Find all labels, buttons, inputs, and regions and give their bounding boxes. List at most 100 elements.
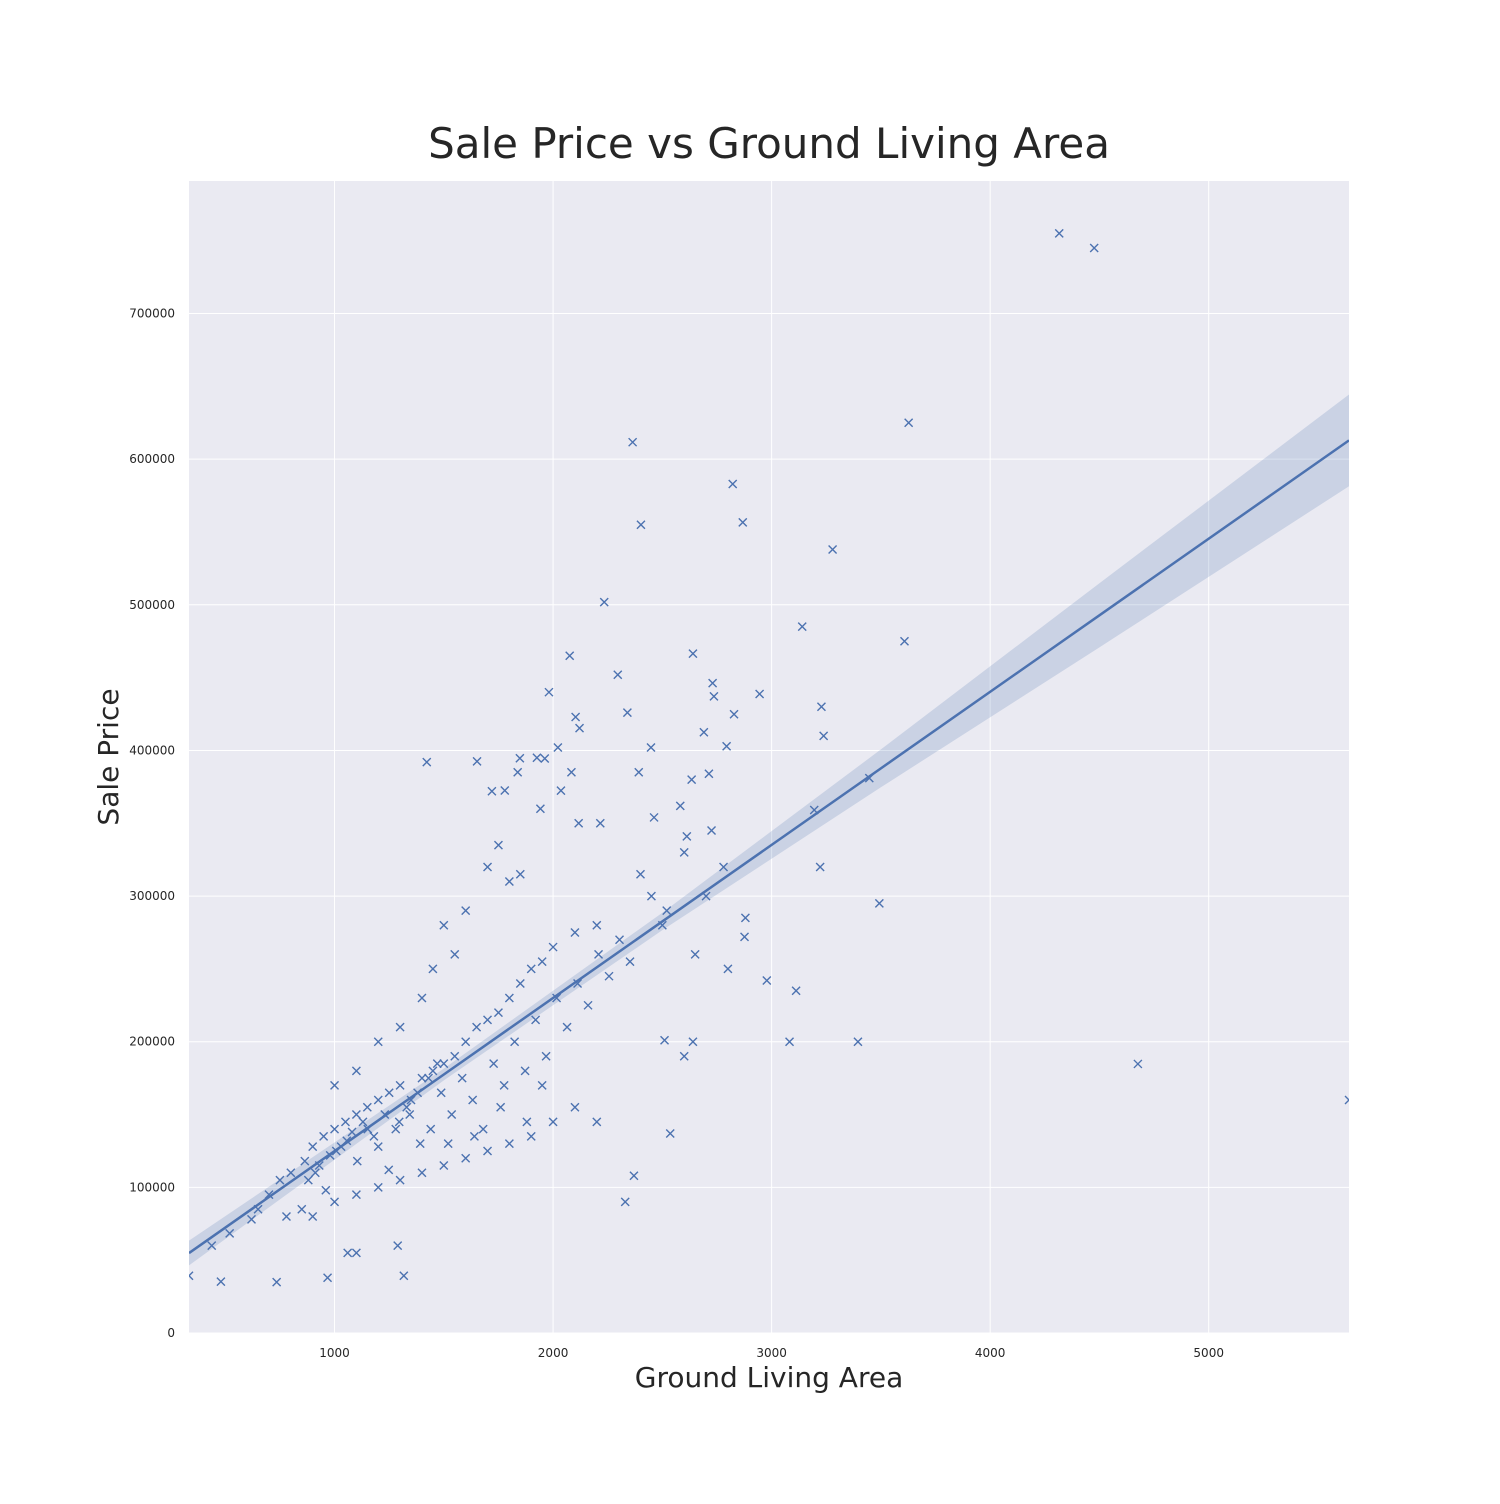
point: [351, 1190, 361, 1200]
point: [450, 1051, 460, 1061]
point: [432, 1059, 442, 1069]
point: [308, 1142, 318, 1152]
point: [330, 1080, 340, 1090]
point: [323, 1273, 333, 1283]
point: [613, 670, 623, 680]
point: [428, 1066, 438, 1076]
point: [785, 1037, 795, 1047]
point: [594, 949, 604, 959]
point: [646, 891, 656, 901]
point: [406, 1095, 416, 1105]
point: [791, 986, 801, 996]
point: [496, 1102, 506, 1112]
point: [272, 1277, 282, 1287]
point: [522, 1117, 532, 1127]
point: [504, 877, 514, 887]
point: [570, 927, 580, 937]
point: [899, 636, 909, 646]
y-tick-label: 600000: [129, 452, 175, 466]
point: [487, 786, 497, 796]
point: [762, 976, 772, 986]
marks: [189, 228, 1349, 1287]
point: [395, 1022, 405, 1032]
point: [472, 1022, 482, 1032]
point: [515, 753, 525, 763]
point: [373, 1095, 383, 1105]
point: [439, 920, 449, 930]
point: [510, 1037, 520, 1047]
point: [310, 1168, 320, 1178]
point: [636, 520, 646, 530]
point: [395, 1080, 405, 1090]
point: [308, 1211, 318, 1221]
point: [393, 1241, 403, 1251]
y-tick-label: 200000: [129, 1035, 175, 1049]
point: [620, 1197, 630, 1207]
point: [874, 898, 884, 908]
point: [649, 812, 659, 822]
point: [541, 1051, 551, 1061]
point: [417, 1168, 427, 1178]
point: [264, 1190, 274, 1200]
point: [531, 1015, 541, 1025]
point: [1344, 1095, 1349, 1105]
point: [513, 767, 523, 777]
point: [415, 1139, 425, 1149]
regression-line: [189, 439, 1349, 1255]
point: [740, 913, 750, 923]
point: [358, 1117, 368, 1127]
point: [468, 1095, 478, 1105]
point: [574, 818, 584, 828]
point: [384, 1165, 394, 1175]
x-tick-label: 2000: [538, 1346, 569, 1360]
point: [395, 1175, 405, 1185]
point: [592, 1117, 602, 1127]
point: [548, 942, 558, 952]
point: [457, 1073, 467, 1083]
point: [573, 978, 583, 988]
point: [286, 1168, 296, 1178]
point: [515, 869, 525, 879]
point: [483, 1146, 493, 1156]
y-tick-label: 700000: [129, 307, 175, 321]
point: [330, 1197, 340, 1207]
point: [738, 517, 748, 527]
point: [303, 1175, 313, 1185]
point: [604, 971, 614, 981]
chart-title: Sale Price vs Ground Living Area: [428, 119, 1110, 168]
x-tick-label: 1000: [319, 1346, 350, 1360]
point: [592, 920, 602, 930]
point: [399, 1271, 409, 1281]
y-tick-label: 100000: [129, 1180, 175, 1194]
point: [704, 769, 714, 779]
point: [740, 932, 750, 942]
point: [340, 1117, 350, 1127]
point: [1054, 228, 1064, 238]
point: [565, 651, 575, 661]
point: [500, 786, 510, 795]
x-tick-label: 5000: [1193, 1346, 1224, 1360]
point: [660, 1035, 670, 1045]
point: [625, 957, 635, 967]
point: [544, 687, 554, 697]
point: [526, 1131, 536, 1141]
point: [351, 1066, 361, 1076]
point: [828, 544, 838, 554]
point: [483, 862, 493, 872]
point: [394, 1117, 404, 1127]
point: [373, 1142, 383, 1152]
point: [815, 862, 825, 872]
point: [351, 1110, 361, 1120]
point: [575, 723, 585, 733]
point: [319, 1131, 329, 1141]
point: [722, 741, 732, 751]
point: [688, 649, 698, 659]
point: [797, 622, 807, 632]
point: [571, 712, 581, 722]
y-tick-label: 500000: [129, 598, 175, 612]
point: [532, 753, 542, 763]
point: [679, 1051, 689, 1061]
point: [351, 1248, 361, 1258]
point: [699, 727, 709, 737]
